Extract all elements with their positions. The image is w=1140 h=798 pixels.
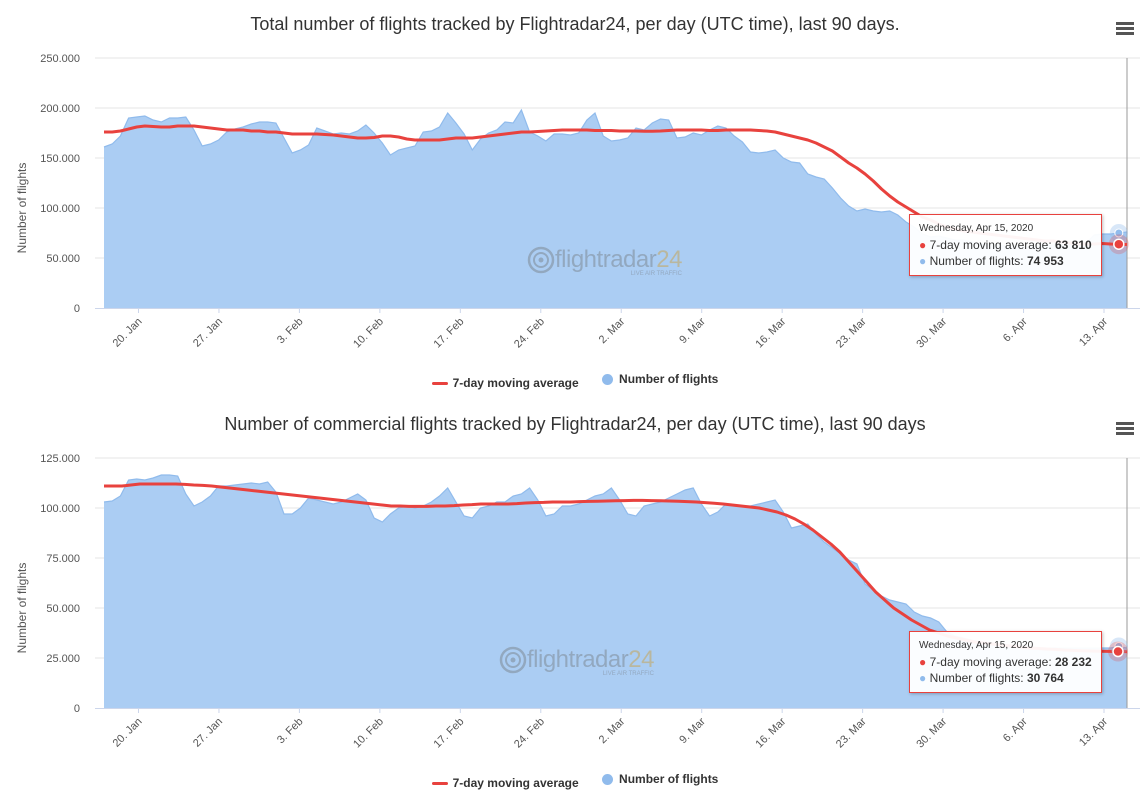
x-tick-label: 10. Feb xyxy=(351,316,386,351)
x-tick-label: 3. Feb xyxy=(275,316,306,347)
x-tick-label: 24. Feb xyxy=(512,316,547,351)
x-tick-label: 27. Jan xyxy=(191,316,225,350)
watermark-subtitle: LIVE AIR TRAFFIC xyxy=(630,271,682,277)
tooltip-date: Wednesday, Apr 15, 2020 xyxy=(919,640,1034,651)
hamburger-menu-icon[interactable] xyxy=(1114,420,1136,440)
x-tick-label: 2. Mar xyxy=(597,715,628,746)
x-tick-label: 24. Feb xyxy=(512,716,547,751)
hover-marker-average xyxy=(1113,238,1125,250)
x-tick-label: 10. Feb xyxy=(351,716,386,751)
legend-item-moving-average[interactable]: 7-day moving average xyxy=(431,776,579,790)
series-area-number-of-flights xyxy=(104,475,1127,708)
tooltip-date: Wednesday, Apr 15, 2020 xyxy=(919,223,1034,234)
x-tick-label: 16. Mar xyxy=(753,715,788,750)
x-tick-label: 17. Feb xyxy=(432,716,467,751)
chart-plot-area[interactable]: 0 25.000 50.000 75.000 100.000 125.000 20. Jan… xyxy=(0,400,1140,798)
hover-marker-average xyxy=(1112,645,1124,658)
x-tick-label: 6. Apr xyxy=(1001,315,1030,344)
legend-item-number-of-flights[interactable]: Number of flights xyxy=(602,772,718,786)
y-tick-label: 25.000 xyxy=(46,653,80,665)
y-tick-label: 100.000 xyxy=(40,203,80,215)
x-tick-label: 9. Mar xyxy=(677,315,708,346)
x-tick-label: 23. Mar xyxy=(834,715,869,750)
x-tick-label: 2. Mar xyxy=(597,315,628,346)
x-tick-label: 20. Jan xyxy=(111,316,145,350)
y-tick-label: 200.000 xyxy=(40,103,80,115)
tooltip-avg-value: 63 810 xyxy=(1055,238,1092,252)
watermark-subtitle: LIVE AIR TRAFFIC xyxy=(602,671,654,677)
radar-logo-icon xyxy=(499,646,527,674)
legend-item-moving-average[interactable]: 7-day moving average xyxy=(431,376,579,390)
x-tick-label: 20. Jan xyxy=(111,716,145,750)
y-tick-label: 125.000 xyxy=(40,453,80,465)
y-tick-label: 150.000 xyxy=(40,153,80,165)
y-tick-label: 50.000 xyxy=(46,603,80,615)
chart-title: Total number of flights tracked by Fligh… xyxy=(250,14,900,34)
y-axis-title: Number of flights xyxy=(15,563,29,654)
y-tick-label: 100.000 xyxy=(40,503,80,515)
tooltip-flights-value: 74 953 xyxy=(1026,254,1064,268)
tooltip-flights-value: 30 764 xyxy=(1026,671,1064,685)
x-tick-label: 13. Apr xyxy=(1077,715,1110,748)
flights-chart-total: Total number of flights tracked by Fligh… xyxy=(0,0,1140,398)
flights-chart-commercial: Number of commercial flights tracked by … xyxy=(0,400,1140,798)
x-tick-label: 17. Feb xyxy=(432,316,467,351)
flightradar24-logo: flightradar24 LIVE AIR TRAFFIC xyxy=(499,646,654,677)
x-tick-label: 9. Mar xyxy=(677,715,708,746)
y-axis-title: Number of flights xyxy=(15,163,29,254)
legend-item-number-of-flights[interactable]: Number of flights xyxy=(602,372,718,386)
x-tick-label: 30. Mar xyxy=(914,715,949,750)
y-tick-label: 75.000 xyxy=(46,553,80,565)
chart-title: Number of commercial flights tracked by … xyxy=(224,414,926,434)
y-tick-label: 250.000 xyxy=(40,53,80,65)
data-tooltip: Wednesday, Apr 15, 2020 ● 7-day moving a… xyxy=(909,214,1102,276)
series-area-number-of-flights xyxy=(104,110,1127,308)
x-tick-label: 3. Feb xyxy=(275,716,306,747)
x-tick-label: 27. Jan xyxy=(191,716,225,750)
chart-legend: 7-day moving average Number of flights xyxy=(0,772,1140,790)
x-tick-label: 30. Mar xyxy=(914,315,949,350)
y-tick-label: 0 xyxy=(74,303,80,315)
chart-legend: 7-day moving average Number of flights xyxy=(0,372,1140,390)
hover-marker-flights xyxy=(1114,228,1124,238)
y-tick-label: 50.000 xyxy=(46,253,80,265)
radar-logo-icon xyxy=(527,246,555,274)
flightradar24-logo: flightradar24 LIVE AIR TRAFFIC xyxy=(527,246,682,277)
hamburger-menu-icon[interactable] xyxy=(1114,20,1136,40)
x-tick-label: 23. Mar xyxy=(834,315,869,350)
x-tick-label: 16. Mar xyxy=(753,315,788,350)
y-tick-label: 0 xyxy=(74,703,80,715)
watermark-text: flightradar24 xyxy=(555,246,682,273)
x-tick-label: 13. Apr xyxy=(1077,315,1110,348)
watermark-text: flightradar24 xyxy=(527,646,654,673)
x-tick-label: 6. Apr xyxy=(1001,715,1030,744)
tooltip-avg-value: 28 232 xyxy=(1055,655,1092,669)
data-tooltip: Wednesday, Apr 15, 2020 ● 7-day moving a… xyxy=(909,631,1102,693)
chart-plot-area[interactable]: 0 50.000 100.000 150.000 200.000 250.000 20. J… xyxy=(0,0,1140,398)
